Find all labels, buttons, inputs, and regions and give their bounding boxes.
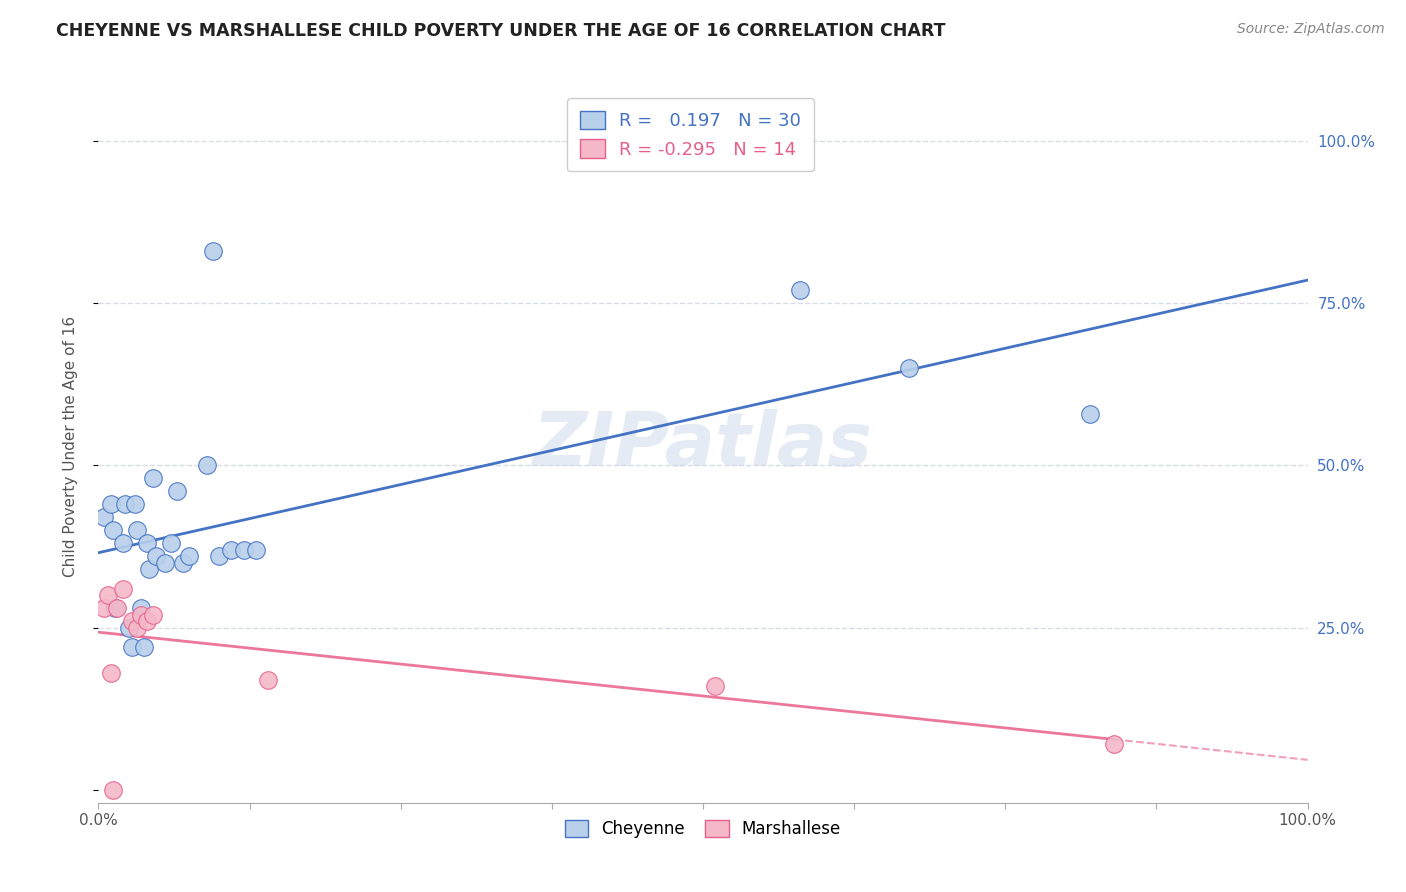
Point xyxy=(104,601,127,615)
Legend: Cheyenne, Marshallese: Cheyenne, Marshallese xyxy=(558,813,848,845)
Point xyxy=(166,484,188,499)
Text: Source: ZipAtlas.com: Source: ZipAtlas.com xyxy=(1237,22,1385,37)
Point xyxy=(127,524,149,538)
Point xyxy=(256,673,278,687)
Point xyxy=(221,542,243,557)
Point xyxy=(789,283,811,297)
Point xyxy=(208,549,231,564)
Point xyxy=(93,601,115,615)
Point xyxy=(124,497,146,511)
Point xyxy=(105,601,128,615)
Point xyxy=(1078,407,1101,421)
Point xyxy=(232,542,254,557)
Point xyxy=(704,679,727,693)
Point xyxy=(153,556,176,570)
Point xyxy=(172,556,194,570)
Point xyxy=(245,542,267,557)
Point xyxy=(129,601,152,615)
Point xyxy=(135,536,157,550)
Text: ZIPatlas: ZIPatlas xyxy=(533,409,873,483)
Point xyxy=(129,607,152,622)
Point xyxy=(1102,738,1125,752)
Point xyxy=(118,621,141,635)
Point xyxy=(101,782,124,797)
Point xyxy=(134,640,156,654)
Point xyxy=(138,562,160,576)
Point xyxy=(160,536,183,550)
Point xyxy=(100,497,122,511)
Point xyxy=(142,607,165,622)
Point xyxy=(93,510,115,524)
Y-axis label: Child Poverty Under the Age of 16: Child Poverty Under the Age of 16 xyxy=(63,316,77,576)
Point xyxy=(121,614,143,628)
Point xyxy=(101,524,124,538)
Text: CHEYENNE VS MARSHALLESE CHILD POVERTY UNDER THE AGE OF 16 CORRELATION CHART: CHEYENNE VS MARSHALLESE CHILD POVERTY UN… xyxy=(56,22,946,40)
Point xyxy=(195,458,218,473)
Point xyxy=(121,640,143,654)
Point xyxy=(97,588,120,602)
Point xyxy=(111,536,134,550)
Point xyxy=(142,471,165,485)
Point xyxy=(179,549,201,564)
Point xyxy=(114,497,136,511)
Point xyxy=(145,549,167,564)
Point xyxy=(135,614,157,628)
Point xyxy=(897,361,920,376)
Point xyxy=(127,621,149,635)
Point xyxy=(111,582,134,596)
Point xyxy=(100,666,122,681)
Point xyxy=(202,244,225,259)
